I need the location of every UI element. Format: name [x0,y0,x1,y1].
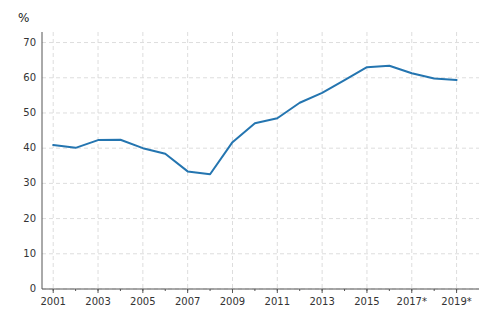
grid-line-x [366,32,367,289]
grid-line-x [98,32,99,289]
x-minor-tick [389,289,390,291]
grid-line-y [42,289,479,290]
grid-line-x [232,32,233,289]
x-tick-label: 2003 [85,296,110,307]
x-tick [142,289,143,293]
y-tick-label: 10 [23,248,36,259]
grid-line-x [277,32,278,289]
x-tick [187,289,188,293]
grid-line-y [42,218,479,219]
x-tick-label: 2007 [175,296,200,307]
y-tick-label: 50 [23,107,36,118]
x-tick-label: 2017* [397,296,427,307]
x-minor-tick [210,289,211,291]
x-minor-tick [299,289,300,291]
grid-line-x [322,32,323,289]
grid-line-x [142,32,143,289]
y-tick-label: 40 [23,142,36,153]
grid [42,32,479,289]
grid-line-y [42,77,479,78]
x-tick-label: 2005 [130,296,155,307]
line [53,66,456,174]
chart: 0 10 20 30 40 50 60 70 2001 2003 2005 2007 2009 2011 2… [0,0,493,321]
x-tick-label: 2015 [354,296,379,307]
axes: 0 10 20 30 40 50 60 70 2001 2003 2005 2007 2009 2011 2… [23,32,479,307]
grid-line-y [42,112,479,113]
y-tick-label: 60 [23,72,36,83]
x-tick [411,289,412,293]
x-axis-line [42,289,479,290]
y-axis-line [42,32,43,289]
grid-line-y [42,183,479,184]
x-minor-tick [254,289,255,291]
grid-line-x [411,32,412,289]
x-tick [277,289,278,293]
x-tick-label: 2011 [265,296,290,307]
plot-area [53,66,456,174]
x-minor-tick [165,289,166,291]
y-tick-label: 20 [23,213,36,224]
y-tick-label: 0 [30,283,36,294]
x-tick-label: 2009 [220,296,245,307]
x-tick-label: 2013 [309,296,334,307]
grid-line-y [42,148,479,149]
y-axis-label: % [18,11,29,25]
x-minor-tick [75,289,76,291]
grid-line-x [456,32,457,289]
x-tick [98,289,99,293]
y-tick-label: 30 [23,177,36,188]
grid-line-y [42,42,479,43]
x-tick [456,289,457,293]
x-tick-label: 2019* [441,296,471,307]
x-tick [322,289,323,293]
x-tick [366,289,367,293]
x-tick [53,289,54,293]
y-tick-label: 70 [23,37,36,48]
grid-line-y [42,253,479,254]
grid-line-x [187,32,188,289]
x-minor-tick [120,289,121,291]
x-tick [232,289,233,293]
grid-line-x [53,32,54,289]
x-minor-tick [434,289,435,291]
x-tick-label: 2001 [40,296,65,307]
x-minor-tick [344,289,345,291]
